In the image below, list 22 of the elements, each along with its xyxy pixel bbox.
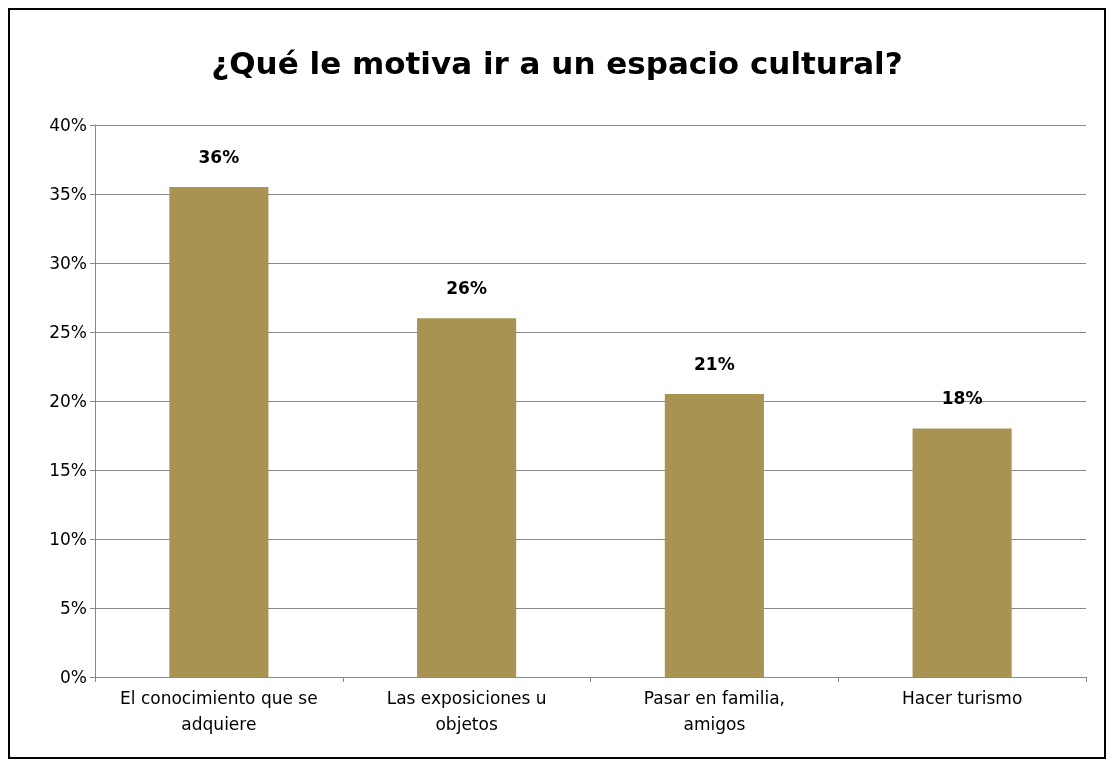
y-tick-label: 25% bbox=[49, 322, 87, 342]
y-tick-label: 0% bbox=[60, 667, 87, 687]
x-tick-label: Hacer turismo bbox=[901, 688, 1023, 708]
y-tick-label: 30% bbox=[49, 253, 87, 273]
data-label: 26% bbox=[446, 277, 487, 298]
bar bbox=[169, 187, 269, 677]
x-tick-label: Pasar en familia, amigos bbox=[643, 688, 785, 734]
y-tick-label: 20% bbox=[49, 391, 87, 411]
x-tick-label: El conocimiento que se adquiere bbox=[120, 688, 318, 734]
y-tick-label: 10% bbox=[49, 529, 87, 549]
x-tick-label: Las exposiciones u objetos bbox=[386, 688, 547, 734]
bar bbox=[664, 394, 764, 677]
bar bbox=[912, 428, 1012, 677]
chart-title: ¿Qué le motiva ir a un espacio cultural? bbox=[211, 44, 903, 81]
data-label: 36% bbox=[198, 146, 240, 167]
y-tick-label: 40% bbox=[49, 115, 87, 135]
data-label: 21% bbox=[694, 353, 735, 374]
bar bbox=[417, 318, 517, 677]
y-tick-label: 15% bbox=[49, 460, 87, 480]
y-tick-label: 35% bbox=[49, 184, 87, 204]
data-label: 18% bbox=[941, 388, 983, 409]
y-tick-label: 5% bbox=[60, 598, 87, 618]
